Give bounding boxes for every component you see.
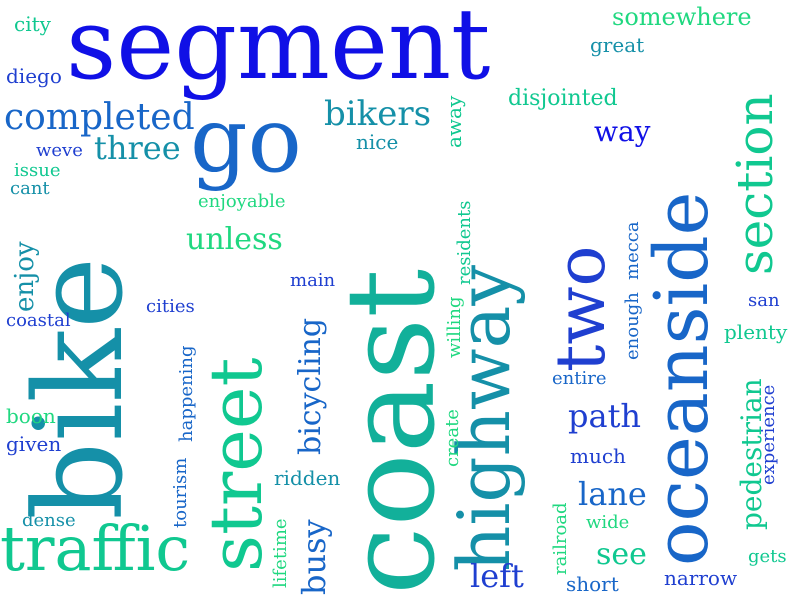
word-path: path: [568, 397, 642, 435]
word-boon: boon: [6, 404, 56, 428]
word-traffic: traffic: [0, 512, 191, 585]
word-disjointed: disjointed: [508, 86, 618, 111]
word-segment: segment: [66, 0, 491, 102]
word-coastal: coastal: [6, 310, 71, 331]
word-san: san: [748, 290, 780, 311]
word-residents: residents: [454, 200, 475, 286]
word-three: three: [94, 129, 181, 167]
word-oceanside: oceanside: [639, 191, 725, 566]
word-city: city: [14, 12, 51, 36]
word-weve: weve: [36, 140, 83, 161]
word-railroad: railroad: [550, 502, 571, 575]
word-diego: diego: [6, 64, 62, 88]
word-given: given: [6, 432, 62, 456]
word-wide: wide: [586, 512, 630, 533]
word-gets: gets: [748, 546, 787, 567]
word-busy: busy: [295, 519, 333, 595]
word-ridden: ridden: [274, 466, 341, 490]
word-somewhere: somewhere: [612, 3, 752, 31]
word-away: away: [442, 95, 466, 148]
word-two: two: [542, 245, 621, 372]
word-much: much: [570, 444, 626, 468]
word-tourism: tourism: [170, 457, 191, 528]
word-experience: experience: [758, 384, 779, 485]
word-issue: issue: [14, 160, 61, 181]
word-main: main: [290, 270, 336, 291]
word-left: left: [470, 557, 524, 595]
word-see: see: [596, 537, 647, 572]
word-happening: happening: [176, 345, 197, 443]
word-coast: coast: [320, 268, 462, 595]
word-way: way: [594, 115, 651, 148]
word-cant: cant: [10, 178, 50, 199]
word-unless: unless: [186, 222, 283, 257]
word-plenty: plenty: [724, 320, 788, 344]
word-section: section: [726, 93, 784, 275]
word-short: short: [566, 572, 619, 596]
word-willing: willing: [444, 296, 465, 358]
word-street: street: [194, 357, 278, 572]
word-create: create: [442, 409, 463, 467]
word-go: go: [190, 88, 302, 193]
word-entire: entire: [552, 368, 607, 389]
word-cities: cities: [146, 296, 195, 317]
word-dense: dense: [22, 510, 76, 531]
word-great: great: [590, 33, 645, 57]
word-mecca: mecca: [622, 221, 643, 280]
word-enough: enough: [622, 292, 643, 360]
word-enjoyable: enjoyable: [198, 191, 286, 212]
word-narrow: narrow: [664, 566, 738, 590]
word-bicycling: bicycling: [293, 317, 328, 455]
word-enjoy: enjoy: [10, 241, 40, 312]
word-lane: lane: [578, 475, 647, 513]
word-nice: nice: [356, 130, 399, 154]
word-lifetime: lifetime: [270, 518, 291, 588]
word-completed: completed: [4, 97, 195, 138]
word-bikers: bikers: [324, 94, 432, 134]
